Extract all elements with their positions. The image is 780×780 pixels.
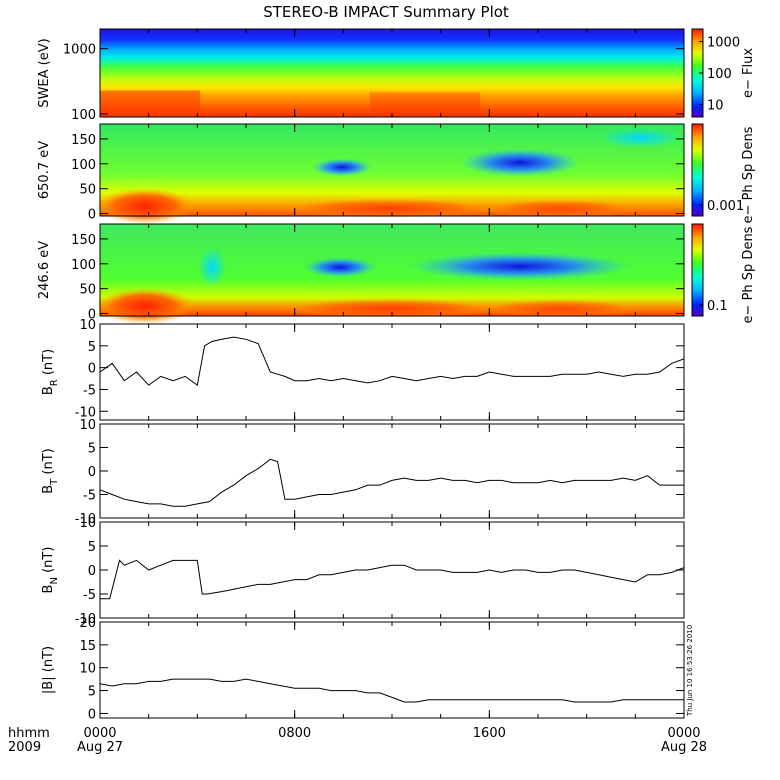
spectrogram-hot-band: [370, 92, 480, 117]
cold-region: [304, 257, 376, 278]
y-tick-label: -5: [83, 489, 96, 504]
series-line: [99, 678, 684, 703]
y-axis-label: BT (nT): [41, 448, 60, 494]
y-tick-label: 15: [79, 639, 96, 654]
y-tick-label: -10: [75, 405, 96, 420]
y-tick-label: 100: [71, 108, 96, 123]
y-axis-label: |B| (nT): [41, 646, 56, 694]
x-date-label: Aug 28: [661, 740, 707, 755]
y-tick-label: 0: [88, 564, 96, 579]
y-axis-label: BN (nT): [41, 547, 60, 594]
panel-4: -10 -5 0 5 10 BR (nT): [41, 318, 685, 421]
y-tick-label: 150: [71, 233, 96, 248]
y-tick-label: 5: [88, 442, 96, 457]
colorbar-label: e− Ph Sp Dens: [741, 126, 756, 223]
y-tick-label: 100: [71, 158, 96, 173]
y-tick-label: 50: [79, 283, 96, 298]
y-tick-label: 0: [88, 465, 96, 480]
panel-frame: [99, 521, 685, 619]
x-tick-label: 0000: [667, 726, 700, 741]
x-date-label: Aug 27: [77, 740, 123, 755]
y-tick-label: -10: [75, 612, 96, 627]
series-line: [100, 559, 685, 600]
panel-7: 0 5 10 15 20 |B| (nT): [41, 616, 685, 722]
timestamp: Thu Jun 10 16:53:26 2010: [686, 625, 694, 717]
y-tick-label: 10: [79, 662, 96, 677]
y-tick-label: 1000: [63, 43, 96, 58]
y-axis-label: SWEA (eV): [37, 38, 52, 107]
hot-region: [280, 298, 500, 318]
y-tick-label: -5: [83, 383, 96, 398]
y-tick-label: -5: [83, 588, 96, 603]
y-axis-label: 246.6 eV: [37, 241, 52, 299]
time-format-label: hhmm: [8, 726, 50, 741]
y-tick-label: 5: [88, 340, 96, 355]
colorbar-label: e− Ph Sp Dens: [741, 226, 756, 323]
x-tick-label: 1600: [473, 726, 506, 741]
y-tick-label: 0: [88, 707, 96, 722]
y-axis-label: BR (nT): [41, 349, 60, 395]
panel-frame: [99, 621, 685, 719]
colorbar-tick-label: 1000: [707, 36, 740, 51]
y-tick-label: 10: [79, 418, 96, 433]
y-tick-label: 20: [79, 616, 96, 631]
y-tick-label: 0: [88, 362, 96, 377]
hot-region: [480, 299, 640, 317]
cold-region: [600, 127, 680, 148]
cold-region: [410, 252, 630, 281]
panel-6: -10 -5 0 5 10 BN (nT): [41, 516, 685, 627]
colorbar-tick-label: 0.001: [707, 199, 744, 214]
y-tick-label: 0: [88, 308, 96, 323]
year-label: 2009: [8, 740, 41, 755]
x-tick-label: 0000: [83, 726, 116, 741]
cold-region: [312, 158, 372, 177]
colorbar: [691, 223, 704, 317]
colorbar-label: e− Flux: [741, 48, 756, 98]
hot-region: [280, 198, 500, 218]
y-tick-label: 10: [79, 516, 96, 531]
y-tick-label: 100: [71, 258, 96, 273]
plot-title: STEREO-B IMPACT Summary Plot: [263, 3, 509, 21]
cold-region: [198, 247, 226, 288]
colorbar-tick-label: 100: [707, 67, 732, 82]
hot-region: [95, 288, 195, 324]
series-line: [99, 458, 684, 507]
y-tick-label: 0: [88, 208, 96, 223]
panel-3: 0 50 100 150 246.6 eV 0.1 e− Ph Sp Dens: [37, 223, 756, 324]
y-tick-label: -10: [75, 512, 96, 527]
cold-region: [460, 148, 580, 177]
y-tick-label: 5: [88, 540, 96, 555]
y-tick-label: 150: [71, 133, 96, 148]
y-axis-label: 650.7 eV: [37, 141, 52, 199]
series-line: [99, 336, 685, 386]
colorbar-tick-label: 0.1: [707, 299, 728, 314]
y-tick-label: 5: [88, 685, 96, 700]
hot-region: [95, 188, 195, 224]
y-tick-label: 10: [79, 318, 96, 333]
y-tick-label: 50: [79, 183, 96, 198]
hot-region: [480, 199, 640, 217]
panel-5: -10 -5 0 5 10 BT (nT): [41, 418, 685, 527]
colorbar: [691, 123, 704, 217]
spectrogram-hot-band: [100, 90, 200, 117]
colorbar-tick-label: 10: [707, 98, 724, 113]
x-tick-label: 0800: [278, 726, 311, 741]
panel-frame: [99, 423, 685, 519]
